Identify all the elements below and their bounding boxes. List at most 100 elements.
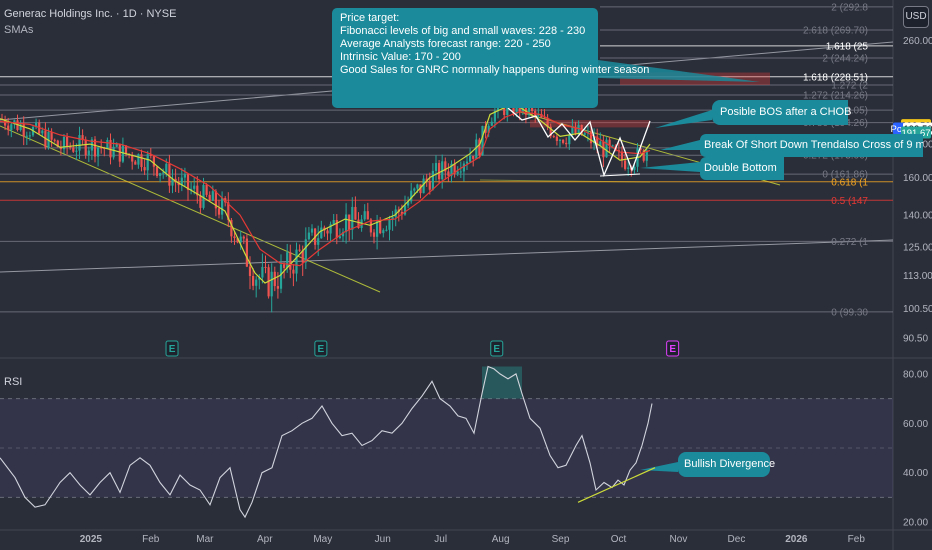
candle: [72, 140, 75, 154]
candle-body: [97, 147, 100, 157]
candle: [217, 199, 221, 219]
candle: [459, 161, 462, 179]
candle-body: [403, 205, 407, 215]
trend-break-callout[interactable]: Break Of Short Down Trendalso Cross of 9…: [700, 134, 923, 157]
fib-level-label: 0.5 (147: [831, 196, 868, 207]
price-target-line: Fibonacci levels of big and small waves:…: [340, 25, 586, 37]
candle-body: [459, 171, 462, 173]
candle: [602, 135, 605, 168]
price-badge-label: Post: [890, 124, 909, 135]
earnings-marker[interactable]: E: [490, 340, 504, 357]
candle-body: [307, 232, 310, 240]
candle-body: [441, 161, 444, 180]
candle-body: [469, 155, 472, 162]
candle: [75, 143, 78, 161]
fib-level-label: 2.618 (269.70): [803, 26, 868, 37]
candle: [190, 181, 193, 195]
candle: [298, 244, 301, 252]
price-target-callout[interactable]: Price target: Fibonacci levels of big an…: [332, 8, 649, 108]
earnings-marker[interactable]: E: [666, 340, 680, 357]
candle-body: [388, 219, 391, 230]
candle: [627, 159, 630, 176]
bullish-divergence-callout[interactable]: Bullish Divergence: [678, 452, 775, 477]
candle-body: [19, 124, 22, 131]
candle: [97, 146, 100, 167]
candle-body: [537, 114, 540, 116]
candle-body: [633, 166, 636, 171]
candle-body: [106, 139, 109, 149]
candle: [326, 227, 329, 241]
candle-body: [276, 286, 279, 289]
candle-body: [137, 154, 140, 165]
bos-callout[interactable]: Posible BOS after a CHOB: [712, 100, 851, 125]
fib-level-label: 1.272 (2: [831, 80, 868, 91]
candle-body: [434, 163, 438, 171]
callout-pointer: [598, 60, 760, 82]
candle: [341, 228, 345, 242]
candle-body: [165, 163, 168, 173]
candle-body: [115, 143, 118, 147]
candle-body: [22, 124, 25, 137]
candle: [571, 119, 574, 139]
callout-pointer: [640, 462, 678, 472]
candle: [624, 153, 627, 171]
candle: [255, 276, 258, 298]
fib-level-label: 0.618 (1: [831, 177, 868, 188]
sma-indicator-label[interactable]: SMAs: [4, 24, 34, 36]
earnings-marker-icon: E: [169, 344, 176, 355]
candle: [552, 134, 555, 139]
candle-body: [28, 135, 31, 137]
candle-body: [75, 150, 78, 152]
candle-body: [143, 167, 146, 171]
candle-body: [211, 191, 214, 201]
candle-body: [186, 174, 190, 190]
candle: [447, 163, 450, 182]
candle: [112, 138, 115, 160]
price-tick-label: 140.00: [903, 211, 932, 222]
candle: [7, 117, 10, 136]
candle: [366, 202, 369, 220]
candle-body: [245, 238, 248, 267]
rsi-indicator-label[interactable]: RSI: [4, 376, 23, 388]
currency-button[interactable]: USD: [903, 6, 929, 28]
candle-body: [481, 125, 484, 156]
candle: [140, 149, 143, 172]
fib-level-label: 1.272 (214.26): [803, 90, 868, 101]
candle: [174, 168, 177, 192]
earnings-marker[interactable]: E: [165, 340, 179, 357]
candle-body: [372, 232, 376, 237]
candle: [115, 142, 118, 148]
candle: [214, 189, 217, 217]
candle: [351, 197, 354, 240]
candle-body: [41, 130, 44, 134]
candle-body: [611, 145, 614, 147]
candle-body: [382, 230, 385, 234]
candle-body: [261, 266, 264, 278]
earnings-marker-box: [666, 340, 680, 357]
candle-body: [248, 266, 252, 277]
candle-body: [624, 160, 627, 169]
candle: [475, 133, 478, 160]
candle-body: [205, 184, 208, 195]
candle: [168, 154, 171, 193]
time-tick-label: Dec: [728, 534, 746, 545]
candle-body: [317, 238, 320, 245]
rsi-overbought-fill: [482, 366, 522, 399]
candle: [410, 183, 413, 204]
candle: [221, 191, 224, 220]
time-tick-label: 2026: [785, 534, 808, 545]
candle-body: [639, 148, 642, 151]
candle: [385, 225, 388, 232]
candle-body: [348, 214, 351, 230]
double-bottom-callout[interactable]: Double Bottom: [700, 157, 784, 180]
candle-body: [329, 224, 332, 234]
candle: [562, 139, 565, 145]
candle: [149, 147, 152, 159]
candle-body: [444, 161, 447, 172]
candle-body: [391, 217, 394, 220]
candle: [186, 173, 190, 201]
candle-body: [478, 139, 481, 156]
candle-body: [428, 180, 431, 190]
earnings-marker[interactable]: E: [314, 340, 328, 357]
time-tick-label: Apr: [257, 534, 273, 545]
